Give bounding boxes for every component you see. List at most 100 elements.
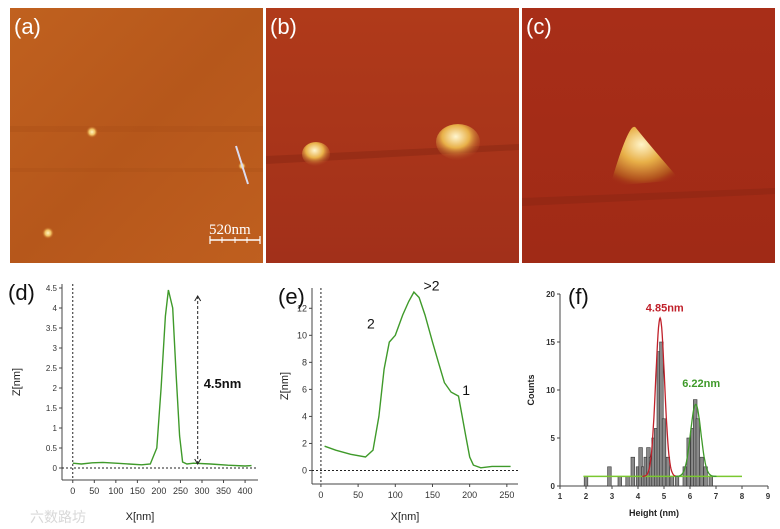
panel-label-f: (f) xyxy=(568,284,589,309)
chart-d: 0 0.5 1 1.5 2 2.5 3 3.5 4 4.5 0 50 100 150 200 250 300 35… xyxy=(0,270,268,529)
y-tick-label: 15 xyxy=(546,338,555,347)
y-axis-label: Z[nm] xyxy=(279,372,291,400)
fit-label-1: 4.85nm xyxy=(646,302,684,314)
histogram-bar xyxy=(659,341,664,487)
scale-bar-label: 520nm xyxy=(209,222,251,238)
x-tick-label: 100 xyxy=(388,490,403,500)
particle-1 xyxy=(86,126,98,138)
profile-line-d xyxy=(72,289,252,467)
y-tick-label: 4 xyxy=(302,411,307,421)
panel-label-d: (d) xyxy=(8,280,35,305)
scale-bar xyxy=(209,236,261,244)
y-tick-label: 4 xyxy=(53,304,58,313)
histogram-bar xyxy=(630,456,635,487)
y-tick-label: 12 xyxy=(297,303,307,313)
annotation-gt2: >2 xyxy=(424,278,440,294)
gaussian-fit-1 xyxy=(642,316,678,477)
y-tick-label: 2.5 xyxy=(46,364,58,373)
x-tick-label: 5 xyxy=(662,492,667,501)
y-tick-label: 0.5 xyxy=(46,444,58,453)
y-tick-label: 6 xyxy=(302,384,307,394)
x-tick-label: 1 xyxy=(558,492,563,501)
histogram-bar xyxy=(669,476,674,487)
x-tick-label: 50 xyxy=(89,486,99,496)
y-tick-label: 8 xyxy=(302,357,307,367)
x-tick-label: 0 xyxy=(70,486,75,496)
x-tick-label: 300 xyxy=(194,486,209,496)
y-axis-label: Counts xyxy=(526,375,536,406)
histogram-bar xyxy=(583,476,589,487)
x-tick-label: 100 xyxy=(108,486,123,496)
fit-label-2: 6.22nm xyxy=(682,378,720,390)
afm-image-b: (b) xyxy=(266,8,519,263)
histogram-bar xyxy=(695,418,700,487)
y-tick-label: 20 xyxy=(546,290,555,299)
y-tick-label: 2 xyxy=(53,384,58,393)
arrow-head-top xyxy=(194,295,202,302)
x-tick-label: 6 xyxy=(688,492,693,501)
y-tick-label: 0 xyxy=(53,464,58,473)
x-tick-label: 400 xyxy=(238,486,253,496)
x-tick-label: 2 xyxy=(584,492,589,501)
watermark: 六数路坊 xyxy=(30,509,86,525)
histogram-bar xyxy=(699,456,704,487)
gaussian-fit-2 xyxy=(674,403,717,478)
y-axis-label: Z[nm] xyxy=(11,368,23,396)
histogram-bar xyxy=(617,476,622,487)
x-tick-label: 200 xyxy=(151,486,166,496)
y-tick-label: 2 xyxy=(302,438,307,448)
histogram-bar xyxy=(708,476,713,487)
arrow-head-bottom xyxy=(194,458,202,465)
peak-large xyxy=(436,124,480,160)
annotation-2: 2 xyxy=(367,316,375,332)
profile-line-e xyxy=(324,290,511,469)
peak-zoom xyxy=(610,126,680,186)
x-tick-label: 200 xyxy=(462,490,477,500)
annotation-1: 1 xyxy=(462,382,470,398)
particle-2 xyxy=(42,227,54,239)
chart-f-svg: 0 5 10 15 20 1 2 3 4 5 6 7 8 9 Height (nm) Counts 4.85nm… xyxy=(526,290,771,518)
x-tick-label: 8 xyxy=(740,492,745,501)
x-tick-label: 9 xyxy=(766,492,771,501)
afm-image-c-svg xyxy=(522,8,775,263)
y-tick-label: 3.5 xyxy=(46,324,58,333)
chart-d-svg: 0 0.5 1 1.5 2 2.5 3 3.5 4 4.5 0 50 100 150 200 250 300 35… xyxy=(11,284,258,523)
y-tick-label: 0 xyxy=(551,482,556,491)
x-axis-label: Height (nm) xyxy=(629,508,679,518)
y-tick-label: 3 xyxy=(53,344,58,353)
x-tick-label: 250 xyxy=(499,490,514,500)
x-tick-label: 50 xyxy=(353,490,363,500)
x-tick-label: 0 xyxy=(318,490,323,500)
y-tick-label: 10 xyxy=(546,386,555,395)
panel-label-c: (c) xyxy=(526,14,552,39)
chart-f: 0 5 10 15 20 1 2 3 4 5 6 7 8 9 Height (nm) Counts 4.85nm… xyxy=(522,270,780,529)
panel-label-b: (b) xyxy=(270,14,297,39)
histogram-bar xyxy=(625,476,630,487)
chart-e: 0 2 4 6 8 10 12 0 50 100 150 200 250 X[nm] Z[nm] 2 >2 1 (… xyxy=(270,270,520,529)
x-tick-label: 3 xyxy=(610,492,615,501)
histogram-bar xyxy=(674,476,680,487)
chart-e-svg: 0 2 4 6 8 10 12 0 50 100 150 200 250 X[nm] Z[nm] 2 >2 1 xyxy=(279,278,518,523)
x-tick-label: 150 xyxy=(425,490,440,500)
panel-label-e: (e) xyxy=(278,284,305,309)
histogram-bar xyxy=(661,418,667,487)
profile-line xyxy=(235,145,249,185)
panel-label-a: (a) xyxy=(14,14,41,39)
peak-small xyxy=(302,142,330,166)
height-annotation: 4.5nm xyxy=(204,376,242,391)
y-tick-label: 0 xyxy=(302,465,307,475)
y-tick-label: 5 xyxy=(551,434,556,443)
y-tick-label: 10 xyxy=(297,330,307,340)
x-axis-label: X[nm] xyxy=(126,511,155,523)
x-tick-label: 250 xyxy=(173,486,188,496)
x-axis-label: X[nm] xyxy=(391,511,420,523)
x-tick-label: 4 xyxy=(636,492,641,501)
afm-image-a: 520nm (a) xyxy=(10,8,263,263)
y-tick-label: 1 xyxy=(53,424,58,433)
x-tick-label: 150 xyxy=(130,486,145,496)
y-tick-label: 4.5 xyxy=(46,284,58,293)
x-tick-label: 350 xyxy=(216,486,231,496)
y-tick-label: 1.5 xyxy=(46,404,58,413)
x-tick-label: 7 xyxy=(714,492,719,501)
afm-image-a-svg: 520nm xyxy=(10,8,263,263)
